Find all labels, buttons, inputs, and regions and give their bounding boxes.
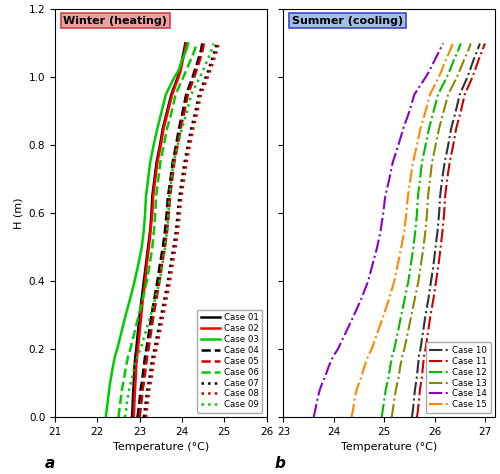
Legend: Case 01, Case 02, Case 03, Case 04, Case 05, Case 06, Case 07, Case 08, Case 09: Case 01, Case 02, Case 03, Case 04, Case… [197, 310, 262, 413]
Text: Summer (cooling): Summer (cooling) [292, 16, 403, 26]
Text: b: b [275, 456, 286, 471]
Y-axis label: H (m): H (m) [13, 198, 23, 229]
X-axis label: Temperature (°C): Temperature (°C) [112, 442, 209, 452]
Text: Winter (heating): Winter (heating) [64, 16, 168, 26]
Text: a: a [44, 456, 54, 471]
X-axis label: Temperature (°C): Temperature (°C) [341, 442, 438, 452]
Legend: Case 10, Case 11, Case 12, Case 13, Case 14, Case 15: Case 10, Case 11, Case 12, Case 13, Case… [426, 342, 490, 413]
